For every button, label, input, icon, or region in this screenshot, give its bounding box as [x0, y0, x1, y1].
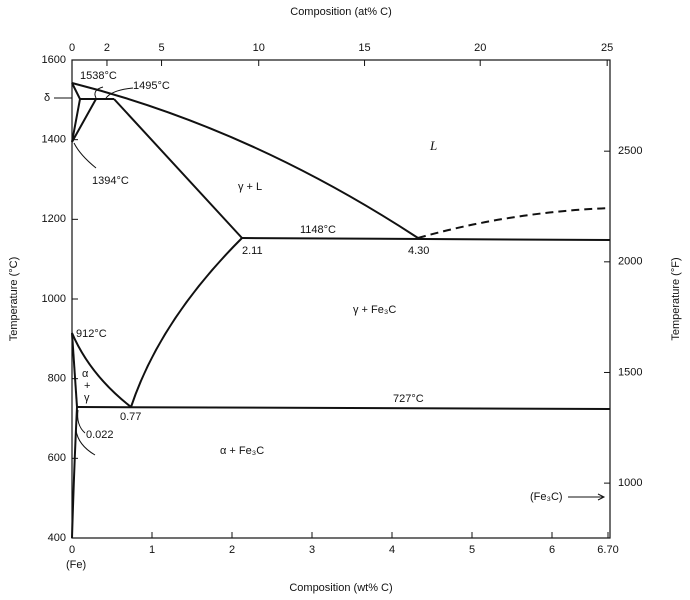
y2-tick-label: 1000	[618, 477, 642, 489]
label: α + Fe₃C	[220, 445, 264, 457]
label: L	[429, 138, 437, 153]
left-axis-title: Temperature (°C)	[8, 257, 20, 341]
top-tick-label: 0	[69, 42, 75, 54]
label: 1148°C	[300, 224, 336, 236]
acm-line	[130, 237, 243, 408]
label: α	[82, 368, 89, 380]
plot-frame	[71, 59, 611, 539]
y-tick-label: 1400	[42, 134, 66, 146]
y-tick-label: 800	[48, 373, 66, 385]
top-tick-label: 5	[158, 42, 164, 54]
eutectic-line	[241, 237, 611, 241]
label: γ + L	[238, 181, 262, 193]
label: (Fe)	[66, 559, 86, 571]
top-tick-label: 20	[474, 42, 486, 54]
label: (Fe₃C)	[530, 491, 563, 503]
leader	[75, 429, 96, 456]
leader	[77, 409, 86, 434]
label: 0.022	[86, 429, 114, 441]
x-tick-label: 0	[69, 544, 75, 556]
label: 4.30	[408, 245, 429, 257]
top-axis-title: Composition (at% C)	[290, 6, 391, 18]
phase-boundaries	[71, 82, 611, 539]
annotations: 1538°C 1495°C δ 1394°C L γ + L 1148°C 2.…	[44, 70, 563, 571]
leader	[94, 86, 104, 99]
y-tick-label: 400	[48, 532, 66, 544]
x-tick-label: 5	[469, 544, 475, 556]
x-tick-label: 6.70	[597, 544, 618, 556]
label: 2.11	[242, 245, 263, 257]
x-tick-label: 1	[149, 544, 155, 556]
label: 912°C	[76, 328, 107, 340]
label: 1538°C	[80, 70, 117, 82]
y-tick-label: 1000	[42, 293, 66, 305]
y-tick-label: 1200	[42, 213, 66, 225]
y2-tick-label: 2000	[618, 256, 642, 268]
leader	[73, 142, 97, 169]
x-tick-label: 4	[389, 544, 395, 556]
label: γ	[84, 392, 90, 404]
arrow	[568, 493, 606, 501]
alpha-boundary	[71, 332, 78, 408]
label: 1394°C	[92, 175, 129, 187]
label: 0.77	[120, 411, 141, 423]
delta-boundaries	[71, 82, 97, 143]
a3-line	[71, 332, 132, 408]
y-tick-label: 600	[48, 452, 66, 464]
leaders	[54, 86, 606, 501]
y-tick-label: 1600	[42, 54, 66, 66]
label: 727°C	[393, 393, 424, 405]
top-tick-label: 15	[358, 42, 370, 54]
eutectoid-line	[76, 406, 611, 410]
label: δ	[44, 92, 50, 104]
graphite-liquidus	[417, 207, 611, 239]
right-axis-title: Temperature (°F)	[670, 257, 682, 340]
x-tick-label: 3	[309, 544, 315, 556]
liquidus	[71, 82, 419, 239]
top-tick-label: 2	[104, 42, 110, 54]
top-tick-label: 25	[601, 42, 613, 54]
leader	[105, 87, 134, 99]
bottom-axis-title: Composition (wt% C)	[289, 582, 392, 594]
x-tick-label: 6	[549, 544, 555, 556]
label: 1495°C	[133, 80, 170, 92]
solidus	[113, 98, 243, 239]
x-tick-label: 2	[229, 544, 235, 556]
top-tick-label: 10	[253, 42, 265, 54]
alpha-solvus	[71, 406, 78, 539]
label: +	[84, 380, 90, 392]
y2-tick-label: 1500	[618, 366, 642, 378]
y2-tick-label: 2500	[618, 145, 642, 157]
label: γ + Fe₃C	[353, 304, 396, 316]
